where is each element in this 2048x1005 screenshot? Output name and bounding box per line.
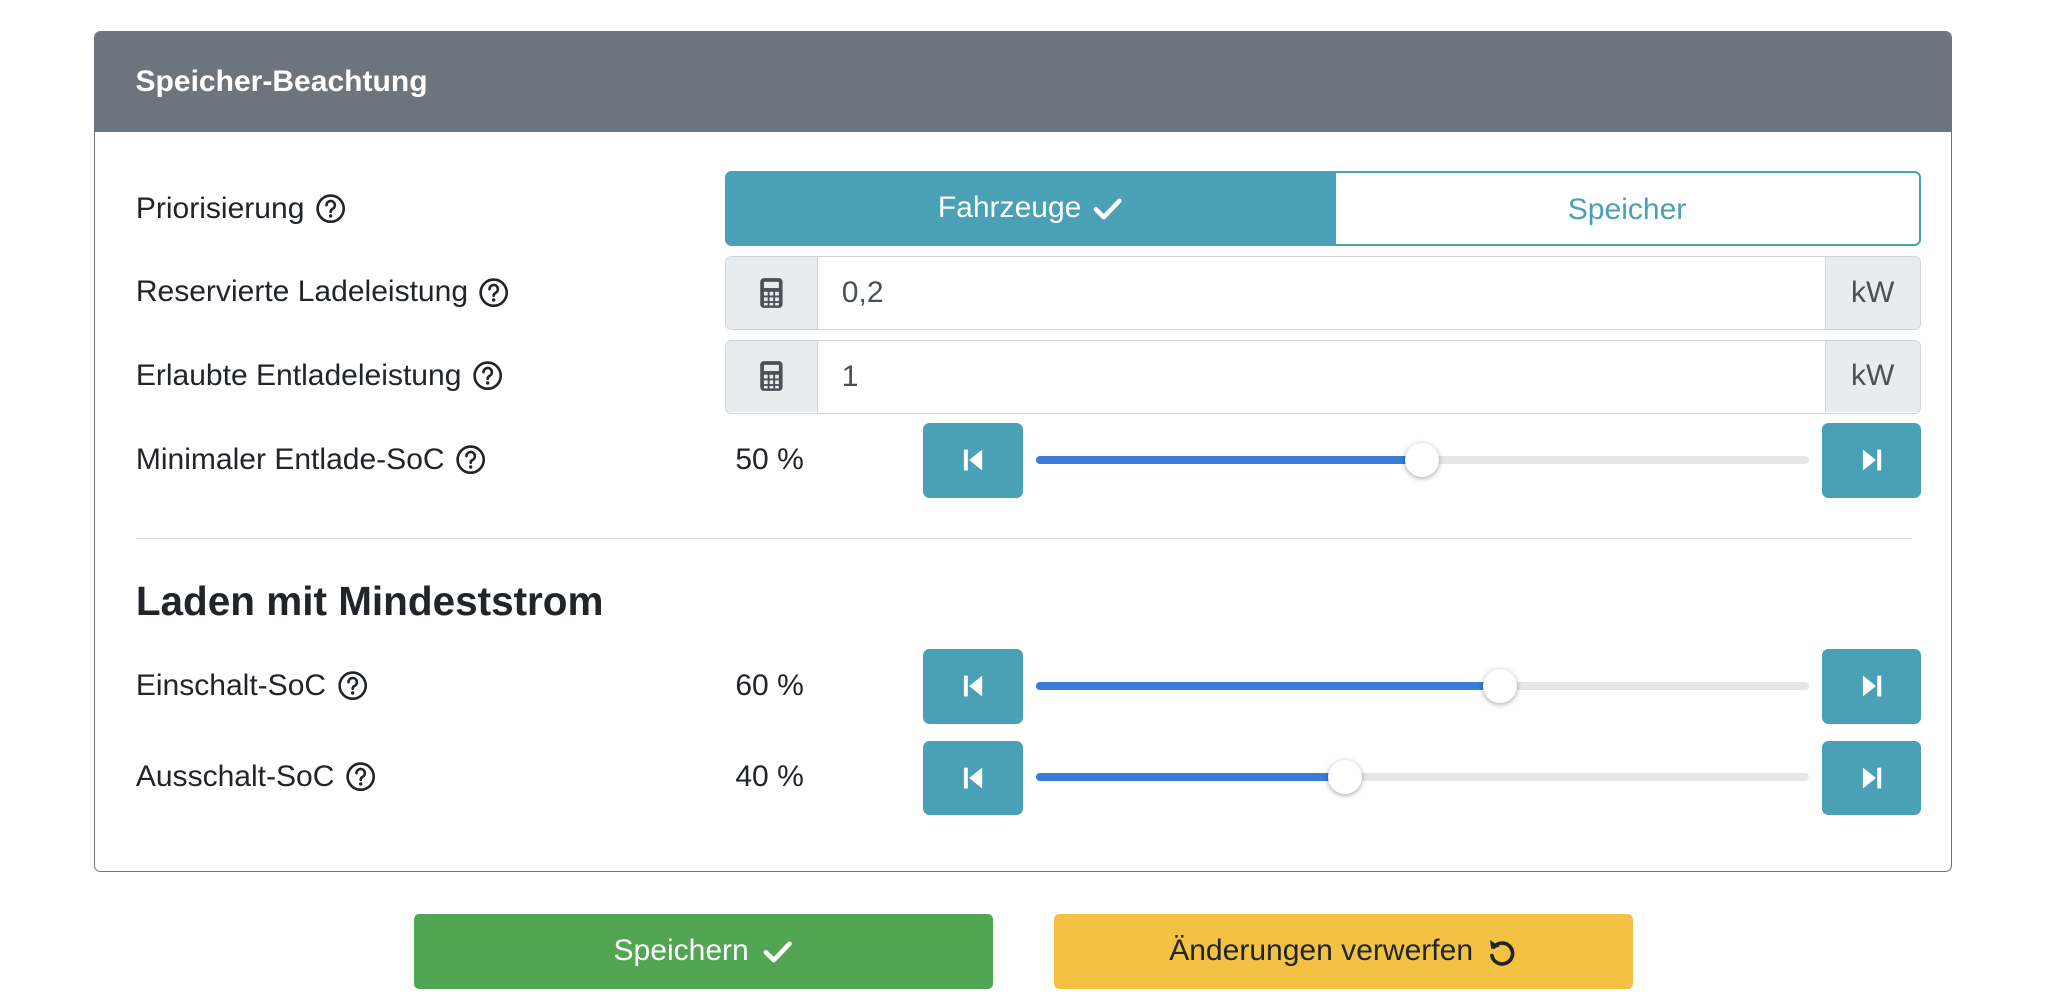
option-text: Fahrzeuge — [937, 191, 1082, 225]
label-text: Ausschalt-SoC — [135, 760, 335, 793]
button-text: Speichern — [613, 934, 749, 968]
option-text: Speicher — [1567, 193, 1687, 227]
section-title: Laden mit Mindeststrom — [135, 577, 604, 624]
calculator-icon — [759, 278, 784, 308]
slider-fill — [1035, 773, 1346, 782]
prev-icon — [960, 765, 986, 791]
undo-icon — [1486, 936, 1517, 967]
field-label: Ausschalt-SoC — [136, 751, 376, 803]
slider-fill — [1035, 681, 1500, 690]
value-label: 50 % — [735, 442, 804, 476]
field-label: Priorisierung — [136, 183, 346, 235]
slider-fill — [1035, 455, 1423, 464]
increase-button[interactable] — [1822, 649, 1922, 724]
increase-button[interactable] — [1822, 423, 1922, 498]
option-button[interactable]: Speicher — [1334, 171, 1922, 246]
decrease-button[interactable] — [923, 740, 1023, 815]
field-label: Reservierte Ladeleistung — [136, 266, 510, 318]
discard-button[interactable]: Änderungen verwerfen — [1054, 914, 1633, 989]
check-icon — [762, 936, 793, 967]
calculator-icon — [759, 361, 784, 391]
help-icon[interactable] — [478, 277, 509, 308]
help-icon[interactable] — [345, 761, 376, 792]
decrease-button[interactable] — [923, 423, 1023, 498]
card: Speicher-Beachtung — [94, 31, 1952, 872]
label-text: Priorisierung — [135, 191, 305, 225]
divider — [135, 538, 1913, 540]
input-group: 0,2 kW — [724, 255, 1922, 331]
calculator-addon[interactable] — [725, 256, 818, 329]
text-input[interactable]: 1 — [817, 340, 1826, 413]
value-label: 40 % — [735, 760, 804, 793]
slider-track[interactable] — [1035, 760, 1809, 795]
unit-addon: kW — [1825, 340, 1920, 413]
button-text: Änderungen verwerfen — [1169, 934, 1474, 968]
label-text: Erlaubte Entladeleistung — [135, 359, 462, 393]
field-label: Minimaler Entlade-SoC — [136, 434, 487, 486]
label-text: Reservierte Ladeleistung — [135, 275, 469, 309]
prev-icon — [960, 447, 986, 473]
calculator-addon[interactable] — [725, 340, 818, 413]
card-header: Speicher-Beachtung — [95, 32, 1951, 132]
slider-thumb[interactable] — [1405, 442, 1440, 477]
next-icon — [1859, 765, 1885, 791]
help-icon[interactable] — [455, 444, 486, 475]
option-button-active[interactable]: Fahrzeuge — [724, 171, 1337, 246]
decrease-button[interactable] — [923, 649, 1023, 724]
text-input[interactable]: 0,2 — [817, 256, 1826, 329]
label-text: Einschalt-SoC — [135, 668, 327, 702]
slider-track[interactable] — [1035, 668, 1809, 703]
next-icon — [1859, 673, 1885, 699]
help-icon[interactable] — [337, 670, 368, 701]
input-group: 1 kW — [724, 339, 1922, 415]
field-label: Einschalt-SoC — [136, 660, 368, 712]
check-icon — [1092, 193, 1123, 224]
help-icon[interactable] — [315, 193, 346, 224]
save-button[interactable]: Speichern — [414, 914, 993, 989]
slider-track[interactable] — [1035, 442, 1809, 477]
field-label: Erlaubte Entladeleistung — [136, 350, 503, 402]
prev-icon — [960, 673, 986, 699]
help-icon[interactable] — [472, 360, 503, 391]
label-text: Minimaler Entlade-SoC — [135, 442, 445, 476]
slider-thumb[interactable] — [1482, 668, 1517, 703]
value-label: 60 % — [735, 668, 804, 702]
unit-addon: kW — [1825, 256, 1920, 329]
slider-thumb[interactable] — [1328, 760, 1362, 795]
next-icon — [1859, 447, 1885, 473]
increase-button[interactable] — [1822, 740, 1922, 815]
